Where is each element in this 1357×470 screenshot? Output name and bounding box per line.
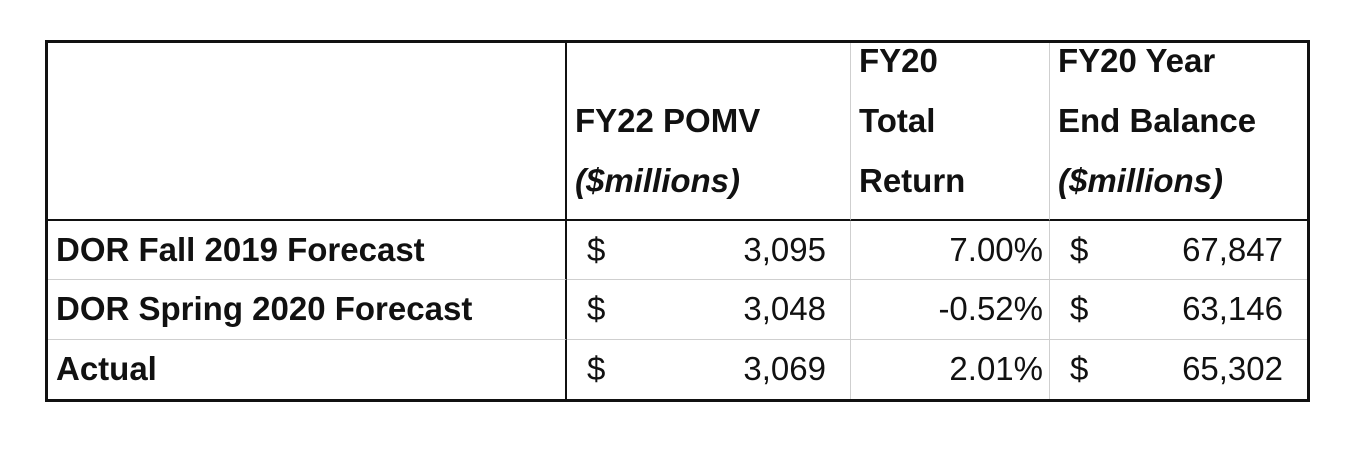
header-fy20-balance-line2: End Balance <box>1058 102 1257 139</box>
header-fy20-total-return: FY20 Total Return <box>851 43 1050 221</box>
row-label: Actual <box>48 339 567 399</box>
balance-value: 67,847 <box>1182 231 1283 269</box>
header-fy22-pomv-unit: ($millions) <box>575 162 741 199</box>
header-fy20-total-return-line2: Total <box>859 102 936 139</box>
balance-cell: $ 63,146 <box>1050 280 1307 340</box>
pomv-value: 3,048 <box>743 290 826 328</box>
forecast-table: FY22 POMV ($millions) FY20 Total Return … <box>45 40 1310 402</box>
currency-symbol: $ <box>1070 350 1089 388</box>
row-label: DOR Spring 2020 Forecast <box>48 280 567 340</box>
header-fy20-total-return-line1: FY20 <box>859 43 938 79</box>
total-return-cell: 7.00% <box>851 221 1050 281</box>
header-fy20-year-end-balance: FY20 Year End Balance ($millions) <box>1050 43 1307 221</box>
pomv-cell: $ 3,095 <box>567 221 851 281</box>
balance-cell: $ 65,302 <box>1050 340 1307 399</box>
total-return-cell: -0.52% <box>851 280 1050 340</box>
currency-symbol: $ <box>587 350 606 388</box>
currency-symbol: $ <box>1070 231 1089 269</box>
header-fy20-balance-line1: FY20 Year <box>1058 43 1216 79</box>
row-label: DOR Fall 2019 Forecast <box>48 221 567 281</box>
header-fy22-pomv: FY22 POMV ($millions) <box>567 43 851 221</box>
header-fy20-total-return-line3: Return <box>859 162 966 199</box>
header-empty-cell <box>48 43 567 221</box>
pomv-cell: $ 3,048 <box>567 280 851 340</box>
pomv-cell: $ 3,069 <box>567 339 851 399</box>
header-fy20-balance-unit: ($millions) <box>1058 162 1224 199</box>
currency-symbol: $ <box>1070 290 1089 328</box>
currency-symbol: $ <box>587 290 606 328</box>
balance-value: 63,146 <box>1182 290 1283 328</box>
pomv-value: 3,095 <box>743 231 826 269</box>
currency-symbol: $ <box>587 231 606 269</box>
header-fy22-pomv-title: FY22 POMV <box>575 102 761 139</box>
balance-cell: $ 67,847 <box>1050 221 1307 281</box>
total-return-cell: 2.01% <box>851 339 1050 399</box>
balance-value: 65,302 <box>1182 350 1283 388</box>
pomv-value: 3,069 <box>743 350 826 388</box>
